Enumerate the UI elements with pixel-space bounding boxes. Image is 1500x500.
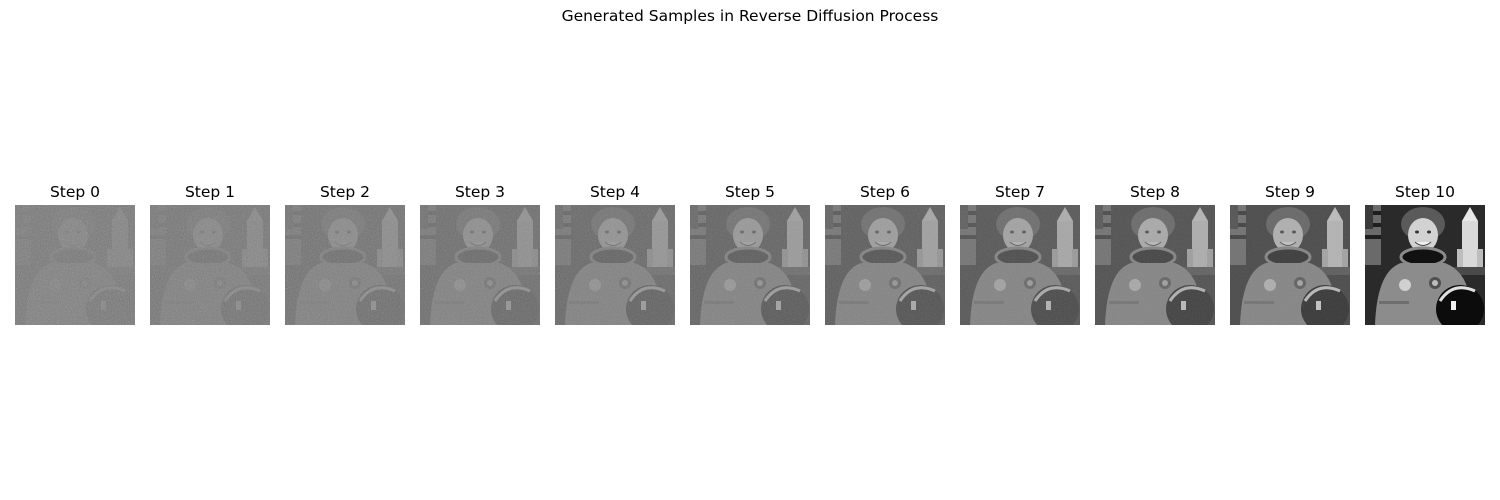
step-label: Step 2: [319, 183, 371, 201]
sample-image: [285, 205, 405, 325]
sample-image: [690, 205, 810, 325]
step-panel: Step 5: [690, 183, 810, 325]
step-label: Step 8: [1129, 183, 1181, 201]
step-label: Step 10: [1395, 183, 1455, 201]
sample-image: [960, 205, 1080, 325]
step-label: Step 4: [589, 183, 641, 201]
step-panel: Step 8: [1095, 183, 1215, 325]
step-panel: Step 0: [15, 183, 135, 325]
sample-image: [150, 205, 270, 325]
step-panel: Step 7: [960, 183, 1080, 325]
step-label: Step 6: [859, 183, 911, 201]
sample-image: [555, 205, 675, 325]
sample-image: [1230, 205, 1350, 325]
step-label: Step 1: [184, 183, 236, 201]
step-panel: Step 10: [1365, 183, 1485, 325]
step-panel: Step 3: [420, 183, 540, 325]
sample-image: [15, 205, 135, 325]
sample-image: [825, 205, 945, 325]
step-panel: Step 9: [1230, 183, 1350, 325]
sample-image: [420, 205, 540, 325]
step-label: Step 7: [994, 183, 1046, 201]
sample-image: [1095, 205, 1215, 325]
step-panel: Step 4: [555, 183, 675, 325]
sample-image: [1365, 205, 1485, 325]
step-label: Step 5: [724, 183, 776, 201]
step-panel: Step 1: [150, 183, 270, 325]
figure-title: Generated Samples in Reverse Diffusion P…: [561, 7, 939, 25]
step-panel: Step 6: [825, 183, 945, 325]
step-label: Step 9: [1264, 183, 1316, 201]
step-label: Step 3: [454, 183, 506, 201]
step-label: Step 0: [49, 183, 101, 201]
step-panel: Step 2: [285, 183, 405, 325]
